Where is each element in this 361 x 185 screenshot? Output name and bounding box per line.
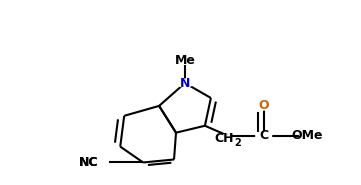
Circle shape (81, 158, 96, 166)
Text: N: N (180, 77, 190, 90)
Circle shape (177, 56, 193, 64)
Text: OMe: OMe (292, 129, 323, 142)
Circle shape (177, 79, 193, 87)
Circle shape (256, 102, 271, 110)
Text: O: O (258, 99, 269, 112)
Text: C: C (259, 129, 268, 142)
Circle shape (256, 132, 271, 140)
Text: Me: Me (175, 54, 195, 67)
Circle shape (300, 132, 316, 140)
Circle shape (216, 135, 232, 143)
Circle shape (76, 156, 101, 169)
Text: NC: NC (79, 156, 98, 169)
Text: NC: NC (79, 156, 98, 169)
Text: CH: CH (214, 132, 234, 145)
Text: 2: 2 (234, 138, 241, 148)
